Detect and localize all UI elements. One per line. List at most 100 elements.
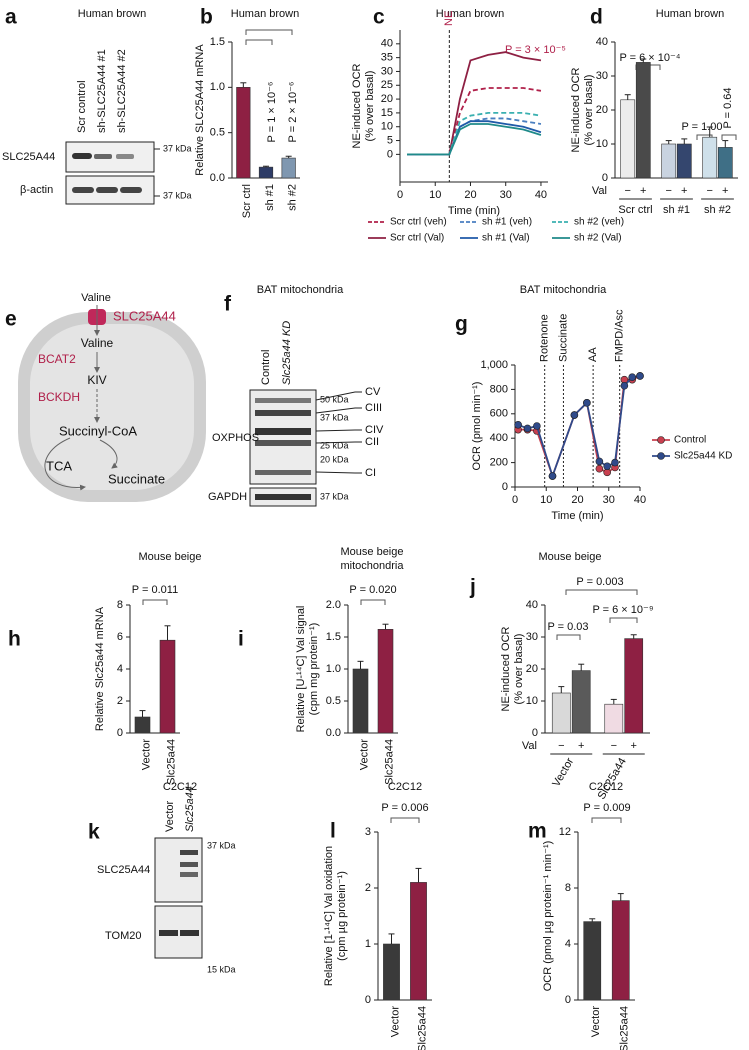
x-tick-label: Slc25a44 xyxy=(383,739,395,785)
band xyxy=(72,187,94,193)
band xyxy=(180,930,199,936)
blot-f: f BAT mitochondria Control Slc25a44 KD O… xyxy=(208,284,384,507)
bar xyxy=(717,147,733,179)
point xyxy=(570,411,579,419)
row-label: SLC25A44 xyxy=(97,864,150,876)
node: BCKDH xyxy=(38,390,80,404)
y-tick-label: 1 xyxy=(365,938,371,950)
bracket xyxy=(245,39,273,45)
p-value: P = 0.64 xyxy=(722,87,734,128)
blot-box xyxy=(154,837,203,903)
kda-marker: 37 kDa xyxy=(163,143,192,153)
bracket xyxy=(245,29,293,35)
point xyxy=(583,399,591,407)
band xyxy=(159,930,178,936)
band xyxy=(255,494,311,500)
x-tick-label: sh #1 xyxy=(264,184,276,211)
bar xyxy=(571,670,591,734)
node: KIV xyxy=(87,373,106,387)
y-tick-label: 20 xyxy=(526,663,538,675)
node: Succinyl-CoA xyxy=(59,423,137,438)
x-tick-label: sh #2 xyxy=(287,184,299,211)
y-tick-label: 0.0 xyxy=(210,172,225,184)
panel-letter: f xyxy=(224,293,232,316)
x-tick-label: Vector xyxy=(550,756,576,789)
y-tick-label: 40 xyxy=(596,36,608,48)
bar xyxy=(624,638,644,734)
y-tick-label: 1.5 xyxy=(326,631,341,643)
p-value: P = 0.003 xyxy=(576,576,623,588)
row-label: OXPHOS xyxy=(212,432,259,444)
y-tick-label: 40 xyxy=(526,599,538,611)
bar xyxy=(604,703,624,734)
kda-marker: 25 kDa xyxy=(320,440,349,450)
point xyxy=(514,420,522,429)
charts: b Human brown 0.0 0.5 1.0 1.5 Relative SLC25A4… xyxy=(8,6,738,1050)
point xyxy=(620,381,629,390)
complex-label: CI xyxy=(365,467,376,479)
blot-title: BAT mitochondria xyxy=(257,284,344,296)
p-value: P = 0.03 xyxy=(547,621,588,633)
node: BCAT2 xyxy=(38,352,76,366)
legend-marker xyxy=(657,452,665,460)
series-line xyxy=(407,51,542,156)
series-label: + xyxy=(640,185,646,197)
point xyxy=(548,472,557,480)
complex-label: CIV xyxy=(365,424,384,436)
y-tick-label: 0 xyxy=(365,994,371,1006)
y-tick-label: 12 xyxy=(559,826,571,838)
y-tick-label: 8 xyxy=(565,882,571,894)
y-tick-label: 1.0 xyxy=(210,81,225,93)
y-axis-label: Relative [1-¹⁴C] Val oxidation xyxy=(323,846,335,986)
blot-title: Human brown xyxy=(78,8,146,20)
point xyxy=(628,373,636,382)
y-axis-label: Relative [U-¹⁴C] Val signal xyxy=(295,606,307,733)
y-axis-label: Relative SLC25A44 mRNA xyxy=(194,44,206,176)
series-label: − xyxy=(558,740,564,752)
x-tick-label: 30 xyxy=(500,189,512,201)
y-tick-label: 10 xyxy=(596,138,608,150)
chart-title: mitochondria xyxy=(341,560,405,572)
point xyxy=(636,372,644,380)
x-tick-label: Vector xyxy=(140,739,152,771)
bar xyxy=(620,99,636,179)
x-tick-label: Scr ctrl xyxy=(618,204,652,216)
bracket xyxy=(390,817,420,823)
series-line xyxy=(407,112,542,156)
y-tick-label: 4 xyxy=(117,663,123,675)
y-tick-label: 35 xyxy=(381,52,393,64)
band xyxy=(180,872,198,877)
x-tick-label: Vector xyxy=(389,1006,401,1038)
y-axis-label: (cpm mg protein⁻¹) xyxy=(308,623,320,716)
cycle-arrow xyxy=(99,439,118,469)
node: Valine xyxy=(81,336,114,350)
leader xyxy=(315,441,362,444)
p-value: P = 0.009 xyxy=(583,802,630,814)
band xyxy=(94,154,112,159)
chart-title: BAT mitochondria xyxy=(520,284,607,296)
bracket xyxy=(565,589,638,595)
point xyxy=(595,464,604,473)
annotation: Rotenone xyxy=(539,314,551,362)
kda-marker: 37 kDa xyxy=(320,491,349,501)
legend-label: Control xyxy=(674,435,706,446)
point xyxy=(603,462,611,471)
y-axis-label: OCR (pmol min⁻¹) xyxy=(471,382,483,471)
kda-marker: 37 kDa xyxy=(320,412,349,422)
y-tick-label: 30 xyxy=(526,631,538,643)
x-tick-label: 0 xyxy=(512,494,518,506)
panel-letter: k xyxy=(88,821,100,844)
cycle-arrow xyxy=(44,437,86,491)
series-label: + xyxy=(722,185,728,197)
legend-marker xyxy=(657,436,665,444)
chart-title: Human brown xyxy=(231,8,299,20)
point xyxy=(595,457,604,466)
bracket xyxy=(556,634,581,640)
panel-letter: c xyxy=(373,6,385,29)
chart-title: C2C12 xyxy=(388,781,422,793)
leader xyxy=(315,429,362,432)
blot-box xyxy=(249,389,317,485)
bar xyxy=(583,921,602,1001)
series-label: − xyxy=(666,185,672,197)
lane-label: sh-SLC25A44 #1 xyxy=(96,49,108,133)
